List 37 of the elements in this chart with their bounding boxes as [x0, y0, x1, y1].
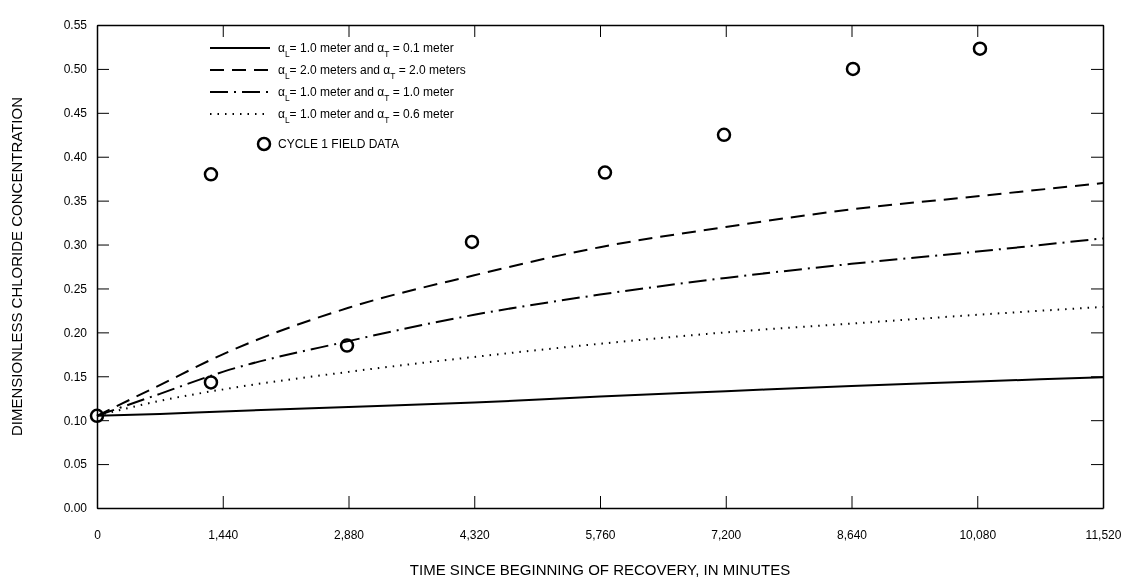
- y-tick-label: 0.20: [63, 325, 88, 340]
- y-tick-label: 0.10: [63, 413, 88, 428]
- y-tick-label: 0.45: [63, 106, 88, 121]
- legend-label: α$_{L}$= 1.0 meter and α$_{T}$ = 0.6 meter: [278, 107, 454, 125]
- point: [203, 375, 219, 390]
- y-tick-label: 0.50: [63, 62, 88, 77]
- x-tick-label: 4,320: [459, 527, 491, 542]
- legend-label: α$_{L}$= 2.0 meters and α$_{T}$ = 2.0 meters: [278, 63, 466, 81]
- point: [716, 127, 732, 143]
- point: [339, 338, 355, 353]
- point: [89, 408, 105, 424]
- x-tick-label: 10,080: [959, 527, 997, 542]
- x-tick-label: 1,440: [208, 527, 239, 542]
- x-tick-label: 0: [94, 527, 102, 542]
- x-tick-label: 5,760: [585, 527, 616, 542]
- y-tick-label: 0.15: [63, 369, 88, 384]
- point: [597, 165, 613, 180]
- x-tick-label: 8,640: [836, 527, 868, 542]
- y-tick-label: 0.55: [63, 18, 88, 33]
- y-tick-label: 0.30: [63, 237, 88, 252]
- y-tick-label: 0.25: [63, 281, 88, 296]
- x-tick-label: 7,200: [711, 527, 742, 542]
- y-tick-label: 0.00: [63, 501, 88, 516]
- x-tick-label: 2,880: [333, 527, 365, 542]
- y-tick-label: 0.35: [63, 193, 88, 208]
- legend-label: CYCLE 1 FIELD DATA: [278, 137, 399, 151]
- x-tick-label: 11,520: [1085, 527, 1122, 542]
- point: [845, 61, 861, 77]
- point: [203, 167, 219, 182]
- y-tick-label: 0.40: [63, 150, 88, 165]
- legend-label: α$_{L}$= 1.0 meter and α$_{T}$ = 0.1 meter: [278, 41, 454, 59]
- y-axis-title: DIMENSIONLESS CHLORIDE CONCENTRATION: [8, 97, 25, 436]
- x-axis-title: TIME SINCE BEGINNING OF RECOVERY, IN MINUTES: [409, 561, 791, 578]
- legend-label: α$_{L}$= 1.0 meter and α$_{T}$ = 1.0 meter: [278, 85, 454, 103]
- y-tick-label: 0.05: [63, 457, 88, 472]
- point: [464, 234, 480, 250]
- point: [972, 41, 988, 56]
